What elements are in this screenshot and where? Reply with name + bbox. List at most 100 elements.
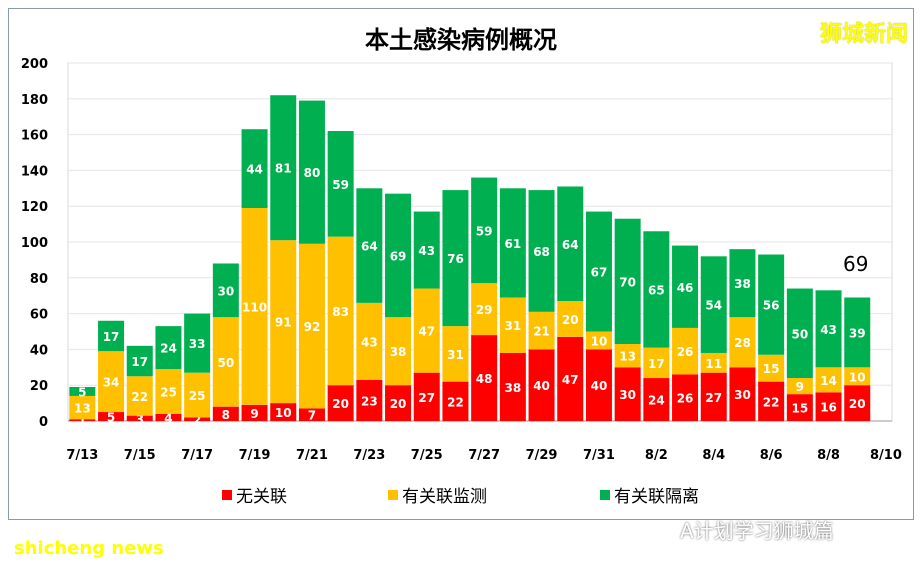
data-label: 13 (619, 350, 636, 364)
data-label: 69 (390, 249, 407, 263)
bar-segment (442, 190, 469, 327)
data-label: 31 (447, 348, 464, 362)
bar-segment (758, 254, 785, 355)
data-label: 56 (763, 299, 780, 313)
bar-segment (356, 188, 383, 303)
bar-segment (126, 345, 153, 377)
x-tick-label: 8/2 (645, 448, 668, 463)
data-label: 64 (562, 238, 579, 252)
bar-segment (69, 386, 96, 396)
legend-swatch (388, 489, 398, 500)
bar-segment (385, 193, 412, 318)
data-label: 64 (361, 240, 378, 254)
data-label: 7 (308, 409, 316, 423)
bar-segment (585, 349, 612, 421)
data-label: 38 (390, 345, 407, 359)
data-label: 83 (332, 305, 349, 319)
x-tick-label: 8/6 (760, 448, 783, 463)
y-tick-label: 20 (30, 379, 48, 394)
data-label: 11 (705, 357, 722, 371)
bar-segment (499, 352, 526, 421)
bar-segment (786, 288, 813, 379)
bar-segment (69, 419, 96, 421)
bar-segment (528, 190, 555, 312)
bar-segment (557, 336, 584, 421)
bar-segment (643, 231, 670, 348)
bar-segment (413, 288, 440, 373)
bar-segment (471, 177, 498, 284)
bar-segment (69, 395, 96, 420)
data-label: 22 (131, 390, 148, 404)
y-tick-label: 60 (30, 308, 48, 323)
bar-segment (700, 256, 727, 353)
legend-item: 有关联隔离 (600, 482, 699, 507)
bar-segment (499, 188, 526, 298)
data-label: 27 (418, 391, 435, 405)
bar-segment (585, 331, 612, 350)
chart-title: 本土感染病例概况 (365, 26, 557, 54)
data-label: 22 (763, 395, 780, 409)
data-label: 13 (74, 402, 91, 416)
data-label: 38 (734, 277, 751, 291)
bar-segment (241, 207, 268, 405)
bar-segment (356, 379, 383, 421)
data-label: 59 (476, 224, 493, 238)
bar-segment (729, 317, 756, 368)
x-tick-label: 7/31 (583, 448, 615, 463)
bar-segment (557, 186, 584, 302)
bar-segment (126, 415, 153, 421)
bar-segment (327, 385, 354, 421)
data-label: 26 (677, 345, 694, 359)
data-label: 31 (504, 319, 521, 333)
legend-label: 有关联隔离 (614, 487, 699, 507)
bar-segment (643, 378, 670, 421)
y-tick-label: 0 (39, 415, 48, 430)
data-label: 81 (275, 162, 292, 176)
bar-segment (499, 297, 526, 353)
bar-segment (298, 100, 325, 244)
data-label: 21 (533, 325, 550, 339)
bar-segment (700, 372, 727, 421)
data-label: 3 (136, 412, 144, 426)
bar-segment (155, 413, 182, 421)
x-tick-label: 7/25 (411, 448, 443, 463)
bar-segment (184, 313, 211, 373)
data-label: 76 (447, 252, 464, 266)
data-label: 20 (562, 313, 579, 327)
bar-segment (614, 218, 641, 345)
x-tick-label: 8/8 (817, 448, 840, 463)
y-tick-label: 160 (21, 129, 48, 144)
y-tick-label: 80 (30, 272, 48, 287)
data-label: 5 (78, 385, 86, 399)
legend-item: 无关联 (222, 482, 287, 507)
data-label: 17 (648, 357, 665, 371)
x-tick-label: 7/15 (124, 448, 156, 463)
bar-segment (184, 372, 211, 418)
data-label: 27 (705, 391, 722, 405)
bar-segment (815, 392, 842, 421)
bar-segment (672, 245, 699, 328)
x-tick-label: 7/19 (239, 448, 271, 463)
bar-segment (98, 412, 125, 421)
data-label: 47 (418, 325, 435, 339)
bar-segment (270, 240, 297, 404)
data-label: 9 (250, 407, 258, 421)
data-label: 59 (332, 178, 349, 192)
bar-segment (786, 378, 813, 395)
data-label: 50 (217, 356, 234, 370)
bar-segment (528, 311, 555, 350)
data-label: 14 (820, 374, 837, 388)
data-label: 68 (533, 245, 550, 259)
data-label: 40 (533, 379, 550, 393)
y-tick-label: 120 (21, 200, 48, 215)
x-tick-label: 7/17 (181, 448, 213, 463)
bar-segment (385, 385, 412, 421)
data-label: 25 (160, 385, 177, 399)
bar-segment (844, 297, 871, 368)
data-label: 16 (820, 401, 837, 415)
data-label: 29 (476, 303, 493, 317)
bar-segment (557, 301, 584, 337)
bar-segment (298, 243, 325, 409)
data-label: 39 (849, 326, 866, 340)
data-label: 30 (734, 388, 751, 402)
